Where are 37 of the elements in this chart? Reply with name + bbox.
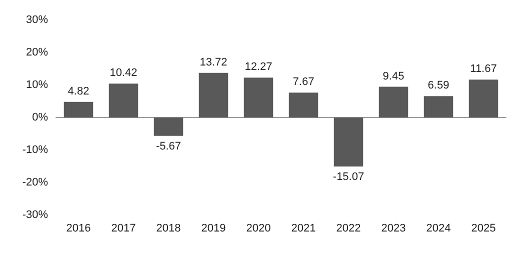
x-tick-label: 2020 bbox=[246, 222, 271, 234]
bar bbox=[244, 78, 274, 118]
bar bbox=[468, 80, 498, 118]
bar bbox=[378, 86, 408, 118]
data-label: -5.67 bbox=[156, 140, 182, 152]
data-label: -15.07 bbox=[332, 170, 364, 183]
y-tick-label: 30% bbox=[26, 14, 48, 26]
y-tick-label: 10% bbox=[26, 79, 48, 91]
bar bbox=[198, 72, 228, 118]
x-tick-label: 2023 bbox=[381, 222, 406, 234]
y-tick-label: 0% bbox=[32, 112, 48, 124]
bar bbox=[64, 102, 94, 118]
data-label: 6.59 bbox=[428, 80, 450, 92]
bar bbox=[288, 92, 318, 118]
bar bbox=[108, 84, 138, 118]
x-tick-label: 2024 bbox=[426, 222, 451, 234]
x-tick-label: 2018 bbox=[156, 222, 181, 234]
x-tick-label: 2017 bbox=[111, 222, 136, 234]
data-label: 9.45 bbox=[382, 70, 404, 82]
x-tick-label: 2021 bbox=[291, 222, 316, 234]
y-tick-label: -20% bbox=[22, 176, 48, 188]
y-tick-label: -30% bbox=[22, 209, 48, 221]
x-tick-label: 2022 bbox=[336, 222, 361, 234]
data-label: 7.67 bbox=[292, 76, 314, 88]
y-tick-label: -10% bbox=[22, 144, 48, 156]
bar bbox=[424, 96, 454, 118]
data-label: 4.82 bbox=[68, 85, 90, 98]
data-label: 11.67 bbox=[470, 63, 497, 76]
y-tick-label: 20% bbox=[26, 46, 48, 58]
bar bbox=[154, 118, 184, 136]
data-label: 12.27 bbox=[244, 61, 272, 74]
x-tick-label: 2019 bbox=[201, 222, 226, 234]
data-label: 13.72 bbox=[200, 56, 228, 68]
bar bbox=[334, 118, 364, 166]
data-label: 10.42 bbox=[110, 67, 138, 80]
x-tick-label: 2016 bbox=[66, 222, 91, 234]
x-tick-label: 2025 bbox=[471, 222, 496, 234]
